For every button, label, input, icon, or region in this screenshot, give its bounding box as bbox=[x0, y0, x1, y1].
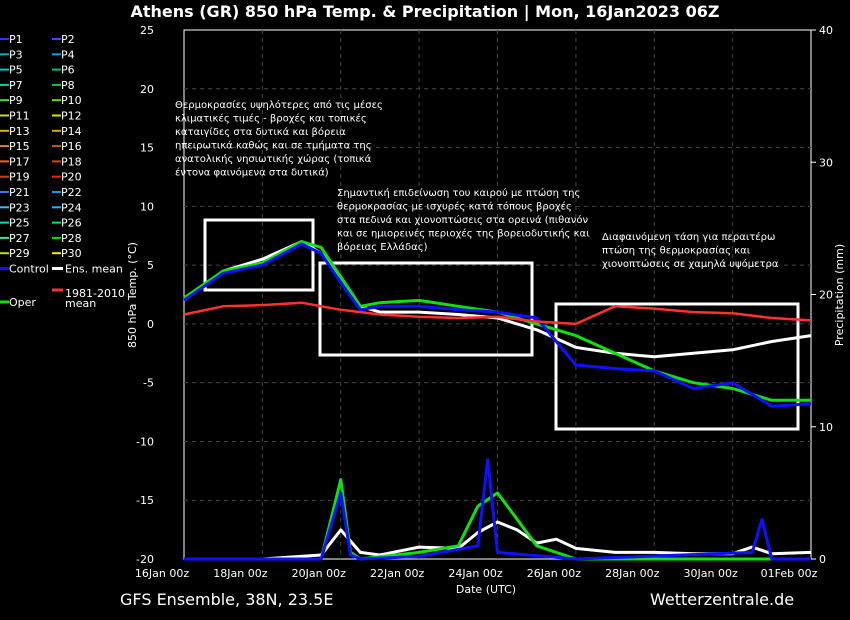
legend-entry: P26 bbox=[61, 217, 82, 230]
x-tick-label: 16Jan 00z bbox=[135, 567, 189, 580]
y-tick-label: 10 bbox=[140, 200, 154, 213]
legend-entry-line: mean bbox=[65, 297, 96, 310]
x-tick-label: 20Jan 00z bbox=[292, 567, 346, 580]
y-tick-label: 5 bbox=[147, 259, 154, 272]
legend-entry: P15 bbox=[9, 140, 30, 153]
x-tick-label: 22Jan 00z bbox=[370, 567, 424, 580]
y2-axis-label: Precipitation (mm) bbox=[833, 244, 846, 346]
legend-entry: Control bbox=[9, 263, 49, 276]
y-axis-label: 850 hPa Temp. (°C) bbox=[126, 242, 139, 348]
model-info: GFS Ensemble, 38N, 23.5E bbox=[120, 590, 334, 609]
legend-entry: Ens. mean bbox=[65, 263, 123, 276]
legend-entry: P2 bbox=[61, 33, 75, 46]
legend-entry: P1 bbox=[9, 33, 23, 46]
legend-entry: P17 bbox=[9, 155, 30, 168]
legend-entry: P22 bbox=[61, 186, 82, 199]
y2-tick-label: 0 bbox=[819, 553, 826, 566]
annotation-text: Θερμοκρασίες υψηλότερες από τις μέσες κλι… bbox=[175, 99, 383, 179]
x-tick-label: 01Feb 00z bbox=[761, 567, 818, 580]
highlight-box bbox=[203, 218, 315, 292]
annotation-text: Διαφαινόμενη τάση για περαιτέρω πτώση της… bbox=[602, 231, 779, 270]
annotation-line: και σε ημιορεινές περιοχές της βορειοδυτ… bbox=[337, 228, 590, 240]
y2-tick-label: 30 bbox=[819, 156, 833, 169]
legend-entry: P29 bbox=[9, 247, 30, 260]
x-tick-label: 18Jan 00z bbox=[213, 567, 267, 580]
annotation-line: ηπειρωτικά καθώς και σε τμήματα της bbox=[175, 140, 372, 152]
legend-entry: P3 bbox=[9, 48, 23, 61]
annotation-line: θερμοκρασίας με ισχυρές κατά τόπους βροχ… bbox=[337, 201, 572, 213]
annotation-line: στα πεδινά και χιονοπτώσεις στα ορεινά (… bbox=[337, 214, 588, 226]
highlight-box bbox=[318, 261, 534, 357]
y-tick-label: 20 bbox=[140, 83, 154, 96]
legend-entry: P11 bbox=[9, 110, 30, 123]
legend-entry: 1981-2010 mean bbox=[65, 287, 125, 310]
legend-entry: P16 bbox=[61, 140, 82, 153]
annotation-line: κλιματικές τιμές - βροχές και τοπικές bbox=[175, 113, 367, 125]
legend-entry: P24 bbox=[61, 201, 82, 214]
y-tick-label: 15 bbox=[140, 142, 154, 155]
legend-entry: P20 bbox=[61, 171, 82, 184]
legend-entry: Oper bbox=[9, 296, 36, 309]
annotation-line: Διαφαινόμενη τάση για περαιτέρω bbox=[602, 231, 775, 243]
x-tick-label: 28Jan 00z bbox=[605, 567, 659, 580]
y-tick-label: 0 bbox=[147, 318, 154, 331]
y-tick-label: -20 bbox=[136, 553, 154, 566]
y-tick-label: -5 bbox=[143, 377, 154, 390]
annotation-line: ανατολικής νησιωτικής χώρας (τοπικά bbox=[175, 153, 372, 165]
legend-entry: P30 bbox=[61, 247, 82, 260]
legend-entry: P27 bbox=[9, 232, 30, 245]
annotation-line: έντονα φαινόμενα στα δυτικά) bbox=[175, 167, 329, 179]
legend-entry: P25 bbox=[9, 217, 30, 230]
x-tick-label: 24Jan 00z bbox=[448, 567, 502, 580]
series-line bbox=[183, 240, 811, 402]
legend-entry: P8 bbox=[61, 79, 75, 92]
series-line bbox=[184, 458, 811, 561]
annotation-line: χιονοπτώσεις σε χαμηλά υψόμετρα bbox=[602, 258, 779, 270]
legend-entry: P28 bbox=[61, 232, 82, 245]
legend-entry: P6 bbox=[61, 64, 75, 77]
annotation-line: Σημαντική επιδείνωση του καιρού με πτώση… bbox=[337, 187, 580, 199]
legend-entry: P4 bbox=[61, 48, 75, 61]
x-tick-label: 26Jan 00z bbox=[527, 567, 581, 580]
series-line bbox=[184, 478, 811, 561]
annotation-text: Σημαντική επιδείνωση του καιρού με πτώση… bbox=[337, 187, 590, 253]
series-line bbox=[183, 242, 812, 408]
site-credit: Wetterzentrale.de bbox=[650, 590, 795, 609]
legend-entry: P7 bbox=[9, 79, 23, 92]
y2-tick-label: 40 bbox=[819, 24, 833, 37]
annotation-line: καταιγίδες στα δυτικά και βόρεια bbox=[175, 126, 346, 138]
highlight-box bbox=[554, 302, 800, 431]
legend-entry: P9 bbox=[9, 94, 23, 107]
y2-tick-label: 10 bbox=[819, 421, 833, 434]
legend-entry: P13 bbox=[9, 125, 30, 138]
y-tick-label: -15 bbox=[136, 494, 154, 507]
legend-entry: P23 bbox=[9, 201, 30, 214]
x-tick-label: 30Jan 00z bbox=[684, 567, 738, 580]
x-axis-label: Date (UTC) bbox=[456, 583, 516, 596]
legend-entry: P10 bbox=[61, 94, 82, 107]
legend-entry: P5 bbox=[9, 64, 23, 77]
annotation-line: Θερμοκρασίες υψηλότερες από τις μέσες bbox=[175, 99, 383, 111]
legend-entry: P18 bbox=[61, 155, 82, 168]
annotation-line: βόρειας Ελλάδας) bbox=[337, 241, 428, 253]
legend-entry: P19 bbox=[9, 171, 30, 184]
legend-entry: P12 bbox=[61, 110, 82, 123]
series-line bbox=[183, 301, 812, 326]
y-tick-label: 25 bbox=[140, 24, 154, 37]
legend-entry-line: 1981-2010 bbox=[65, 287, 125, 300]
legend-entry: P21 bbox=[9, 186, 30, 199]
y2-tick-label: 20 bbox=[819, 289, 833, 302]
legend-entry: P14 bbox=[61, 125, 82, 138]
chart-title: Athens (GR) 850 hPa Temp. & Precipitatio… bbox=[130, 2, 720, 21]
y-tick-label: -10 bbox=[136, 435, 154, 448]
annotation-line: πτώση της θερμοκρασίας και bbox=[602, 245, 751, 257]
